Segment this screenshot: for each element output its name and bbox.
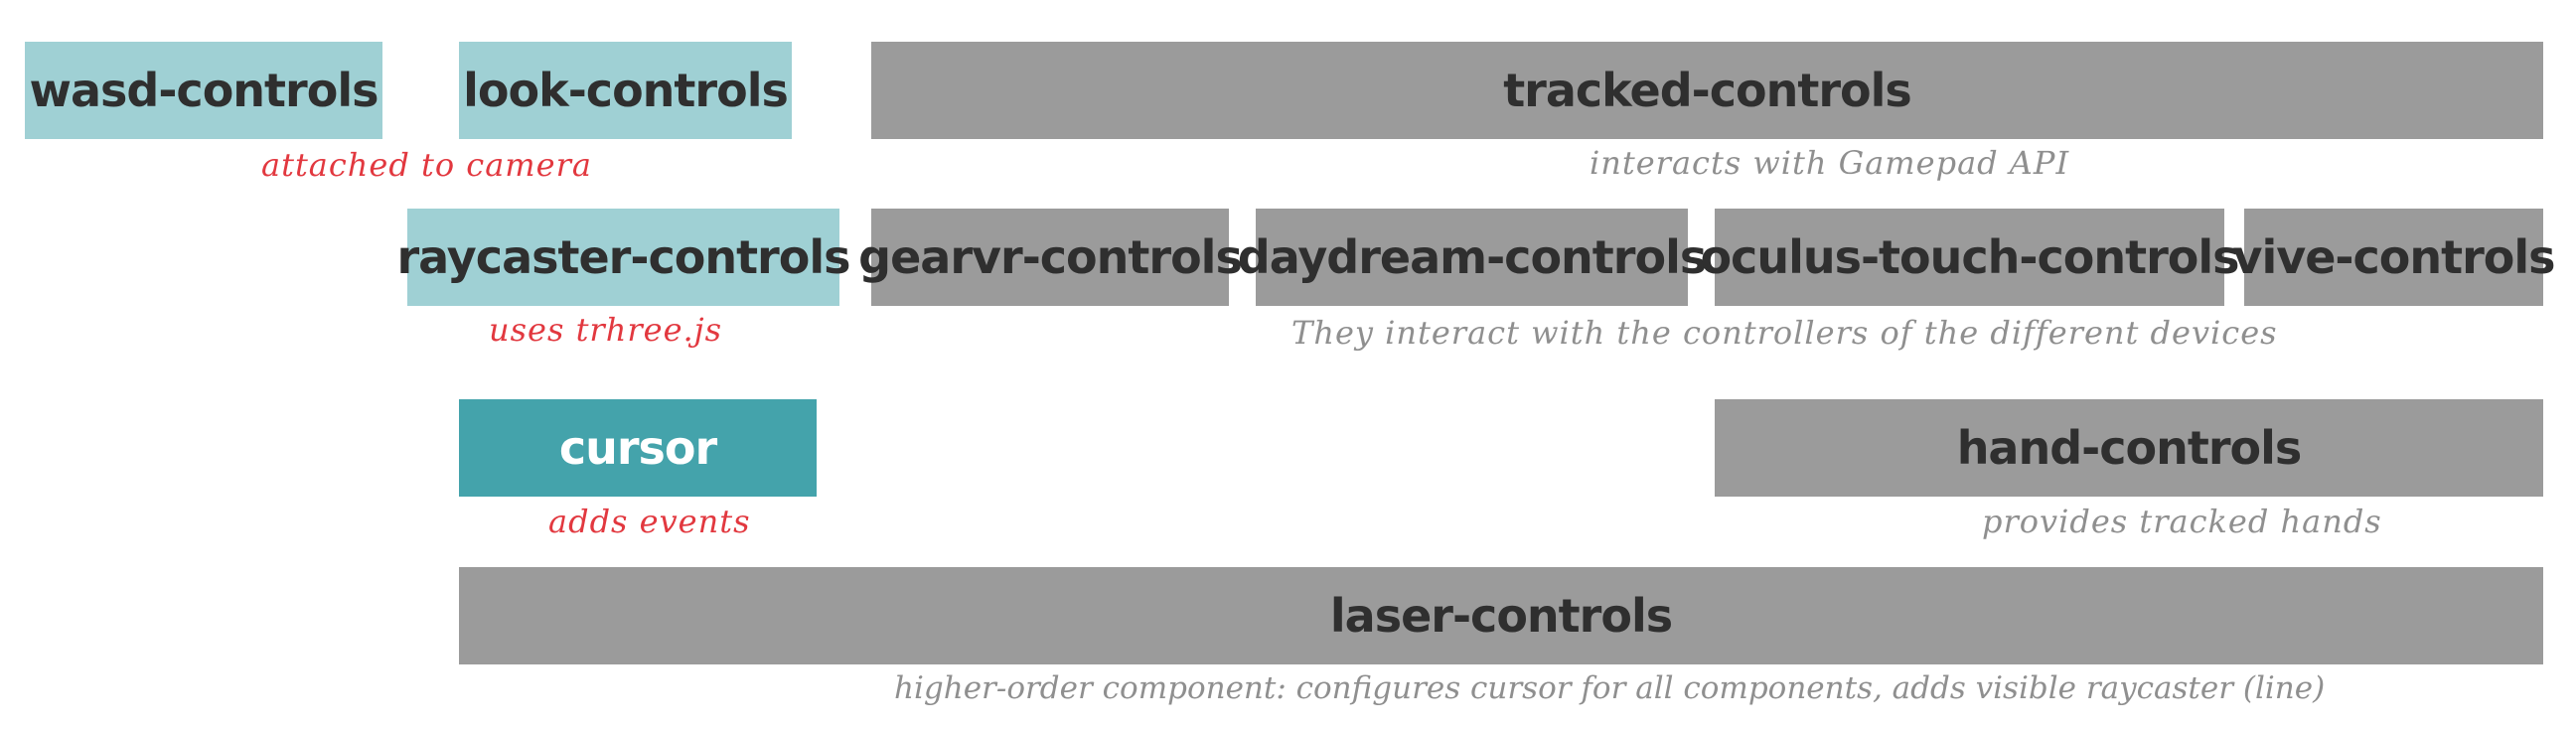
tracked-controls-box: tracked-controls	[871, 42, 2543, 139]
cursor-box: cursor	[459, 399, 817, 497]
daydream-controls-box: daydream-controls	[1238, 209, 1707, 306]
laser-controls-box: laser-controls	[459, 567, 2543, 664]
gearvr-controls-label: gearvr-controls	[858, 230, 1243, 284]
wasd-controls-box: wasd-controls	[25, 42, 382, 139]
uses-three-note: uses trhree.js	[489, 311, 723, 349]
laser-controls-note: higher-order component: configures curso…	[894, 670, 2326, 706]
oculus-touch-controls-box: oculus-touch-controls	[1700, 209, 2240, 306]
adds-events-note: adds events	[548, 503, 751, 540]
cursor-label: cursor	[558, 421, 717, 475]
look-controls-box: look-controls	[459, 42, 792, 139]
hand-controls-box: hand-controls	[1715, 399, 2543, 497]
vive-controls-label: vive-controls	[2232, 230, 2555, 284]
laser-controls-label: laser-controls	[1329, 589, 1673, 643]
devices-note: They interact with the controllers of th…	[1291, 314, 2278, 352]
vive-controls-box: vive-controls	[2232, 209, 2556, 306]
gamepad-api-note: interacts with Gamepad API	[1590, 144, 2070, 182]
attached-to-camera-note: attached to camera	[261, 146, 592, 184]
tracked-hands-note: provides tracked hands	[1982, 503, 2382, 540]
oculus-touch-controls-label: oculus-touch-controls	[1700, 230, 2239, 284]
look-controls-label: look-controls	[463, 64, 789, 117]
wasd-controls-label: wasd-controls	[29, 64, 379, 117]
hand-controls-label: hand-controls	[1956, 421, 2303, 475]
raycaster-controls-box: raycaster-controls	[397, 209, 851, 306]
gearvr-controls-box: gearvr-controls	[858, 209, 1243, 306]
daydream-controls-label: daydream-controls	[1237, 230, 1707, 284]
tracked-controls-label: tracked-controls	[1503, 64, 1912, 117]
raycaster-controls-label: raycaster-controls	[396, 230, 851, 284]
